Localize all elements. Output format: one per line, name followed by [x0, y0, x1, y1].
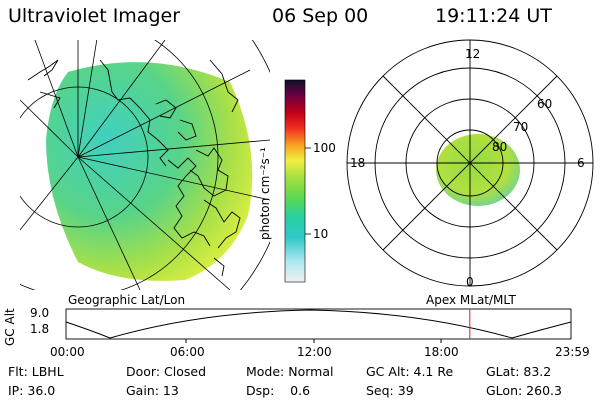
info-glat: GLat: 83.2: [486, 364, 552, 379]
polar-mlt-plot: [346, 39, 594, 287]
orbit-ytick-9: 9.0: [30, 306, 50, 320]
geographic-caption: Geographic Lat/Lon: [68, 293, 186, 307]
colorbar-unit-label: photon cm⁻²s⁻¹: [258, 147, 272, 240]
info-gain: Gain: 13: [126, 383, 179, 398]
lat-label-70: 70: [513, 120, 529, 134]
orbit-xtick-1800: 18:00: [424, 345, 459, 359]
observation-date: 06 Sep 00: [272, 5, 369, 27]
orbit-xtick-0000: 00:00: [50, 345, 85, 359]
info-gc-alt: GC Alt: 4.1 Re: [366, 364, 454, 379]
info-mode: Mode: Normal: [246, 364, 334, 379]
lat-lon-grid: [20, 40, 270, 290]
observation-time: 19:11:24 UT: [435, 5, 552, 27]
info-door: Door: Closed: [126, 364, 207, 379]
auroral-oval-image: [436, 134, 520, 206]
instrument-title: Ultraviolet Imager: [8, 5, 181, 27]
mlt-label-12: 12: [465, 47, 481, 61]
info-filter: Flt: LBHL: [8, 364, 64, 379]
colorbar-tick-100: 100: [313, 141, 336, 155]
lat-label-60: 60: [537, 97, 553, 111]
intensity-colorbar: [284, 79, 306, 283]
orbit-xtick-2359: 23:59: [555, 345, 590, 359]
info-ip: IP: 36.0: [8, 383, 56, 398]
coastlines: [27, 59, 241, 277]
mlt-label-18: 18: [350, 156, 366, 170]
geographic-projection-image: [20, 40, 270, 290]
info-dsp: Dsp: 0.6: [246, 383, 311, 398]
colorbar-tick-10: 10: [313, 227, 329, 241]
apex-caption: Apex MLat/MLT: [426, 293, 516, 307]
mlt-label-6: 6: [577, 156, 585, 170]
info-glon: GLon: 260.3: [486, 383, 562, 398]
orbit-xtick-0600: 06:00: [170, 345, 205, 359]
lat-label-80: 80: [492, 140, 508, 154]
info-seq: Seq: 39: [366, 383, 414, 398]
orbit-altitude-plot: [65, 308, 572, 343]
orbit-xtick-1200: 12:00: [297, 345, 332, 359]
altitude-curve: [65, 309, 572, 339]
orbit-ytick-1-8: 1.8: [30, 322, 50, 336]
orbit-axis-title: GC Alt: [3, 308, 17, 346]
mlt-label-0: 0: [466, 275, 474, 289]
